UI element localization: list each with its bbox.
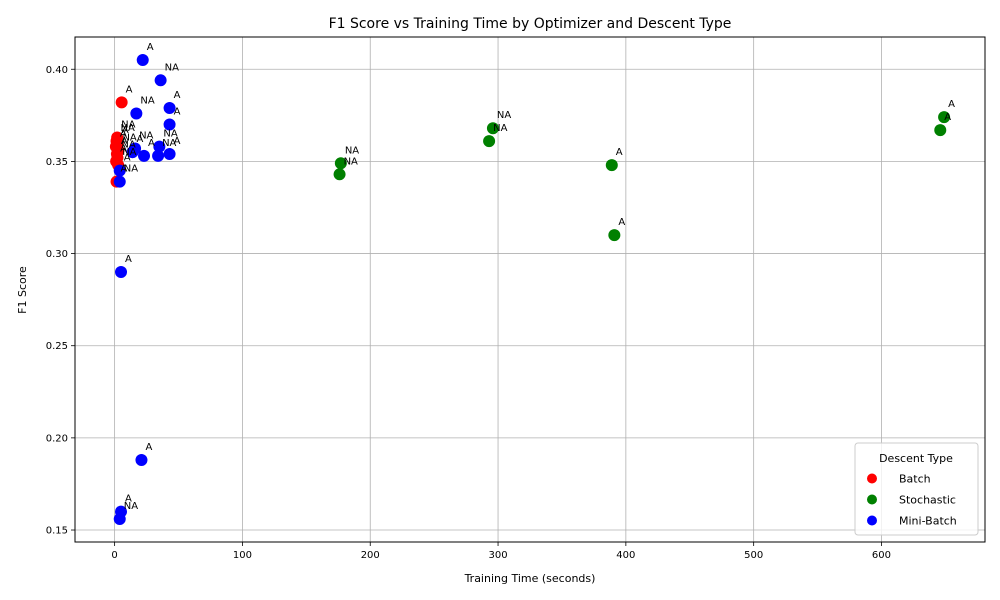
point-annotation: NA <box>163 129 177 140</box>
point-annotation: NA <box>165 62 179 73</box>
data-point-stochastic <box>334 157 347 170</box>
point-annotation: A <box>616 147 623 158</box>
y-tick-label: 0.25 <box>46 341 68 352</box>
data-point-stochastic <box>333 168 346 181</box>
y-axis-ticks: 0.15 0.20 0.25 0.30 0.35 0.40 <box>46 65 75 537</box>
legend-label: Batch <box>899 473 931 486</box>
x-tick-label: 300 <box>489 550 508 561</box>
y-axis-title: F1 Score <box>16 266 29 314</box>
data-point-mini-batch <box>130 107 143 120</box>
point-annotation: NA <box>121 140 135 151</box>
data-point-stochastic <box>608 229 621 242</box>
legend-marker <box>867 515 877 526</box>
point-annotation: NA <box>124 501 138 512</box>
legend-items: Batch Stochastic Mini-Batch <box>867 473 957 528</box>
point-annotation: A <box>147 42 154 53</box>
point-annotation: NA <box>124 164 138 175</box>
point-annotation: NA <box>121 119 135 130</box>
point-annotation: A <box>618 217 625 228</box>
data-point-stochastic <box>934 124 947 137</box>
point-annotation: NA <box>497 110 511 121</box>
data-point-mini-batch <box>154 74 167 87</box>
point-annotation: NA <box>345 145 359 156</box>
point-annotation: NA <box>139 131 153 142</box>
x-tick-label: 0 <box>111 550 117 561</box>
point-annotation: A <box>125 494 132 505</box>
data-point-stochastic <box>486 122 499 135</box>
data-point-mini-batch <box>163 118 176 131</box>
data-point-mini-batch <box>115 265 128 278</box>
data-points <box>109 54 951 525</box>
point-annotation: A <box>120 143 127 154</box>
data-point-mini-batch <box>126 146 139 159</box>
point-annotation: NA <box>493 123 507 134</box>
x-axis-title: Training Time (seconds) <box>464 572 596 585</box>
y-tick-label: 0.40 <box>46 65 68 76</box>
point-annotation: NA <box>344 156 358 167</box>
point-annotation: A <box>148 138 155 149</box>
legend-marker <box>867 473 877 484</box>
data-point-mini-batch <box>136 54 149 67</box>
grid-lines <box>75 37 985 542</box>
point-annotation: A <box>120 129 127 140</box>
point-annotation: A <box>126 84 133 95</box>
data-point-mini-batch <box>138 149 151 162</box>
x-tick-label: 500 <box>744 550 763 561</box>
point-annotation: A <box>174 107 181 118</box>
legend-marker <box>867 494 877 505</box>
data-point-mini-batch <box>152 149 165 162</box>
x-axis-ticks: 0 100 200 300 400 500 600 <box>111 542 891 561</box>
x-tick-label: 200 <box>361 550 380 561</box>
point-annotation: A <box>944 112 951 123</box>
data-point-batch <box>115 96 128 109</box>
data-point-mini-batch <box>113 512 126 525</box>
point-annotation: NA <box>122 132 136 143</box>
y-tick-label: 0.20 <box>46 433 68 444</box>
point-annotation: A <box>948 99 955 110</box>
point-annotation: A <box>137 134 144 145</box>
legend-title: Descent Type <box>879 452 953 465</box>
point-annotation: NA <box>122 147 136 158</box>
chart-title: F1 Score vs Training Time by Optimizer a… <box>329 16 732 32</box>
y-tick-label: 0.35 <box>46 157 68 168</box>
point-annotation: NA <box>140 95 154 106</box>
x-tick-label: 600 <box>872 550 891 561</box>
plot-frame <box>74 36 986 543</box>
point-annotation: A <box>121 136 128 147</box>
point-annotation: A <box>145 442 152 453</box>
point-annotation: A <box>125 254 132 265</box>
legend: Descent Type Batch Stochastic Mini-Batch <box>854 442 979 536</box>
point-annotation: A <box>174 90 181 101</box>
data-point-mini-batch <box>163 148 176 161</box>
x-tick-label: 100 <box>233 550 252 561</box>
y-tick-label: 0.15 <box>46 526 68 537</box>
data-point-mini-batch <box>163 101 176 114</box>
point-annotation: A <box>122 125 129 136</box>
y-tick-label: 0.30 <box>46 249 68 260</box>
legend-box <box>854 442 979 536</box>
point-annotation: NA <box>162 138 176 149</box>
point-annotation: A <box>174 136 181 147</box>
data-point-stochastic <box>938 111 951 124</box>
data-point-mini-batch <box>113 175 126 188</box>
data-point-stochastic <box>605 159 618 172</box>
point-annotation: A <box>121 164 128 175</box>
data-point-stochastic <box>483 135 496 148</box>
data-point-mini-batch <box>153 140 166 153</box>
legend-label: Mini-Batch <box>899 515 957 528</box>
data-point-mini-batch <box>113 164 126 177</box>
point-annotation: A <box>124 153 131 164</box>
point-annotation: NA <box>121 123 135 134</box>
x-tick-label: 400 <box>616 550 635 561</box>
data-point-mini-batch <box>135 453 148 466</box>
legend-label: Stochastic <box>899 494 956 507</box>
